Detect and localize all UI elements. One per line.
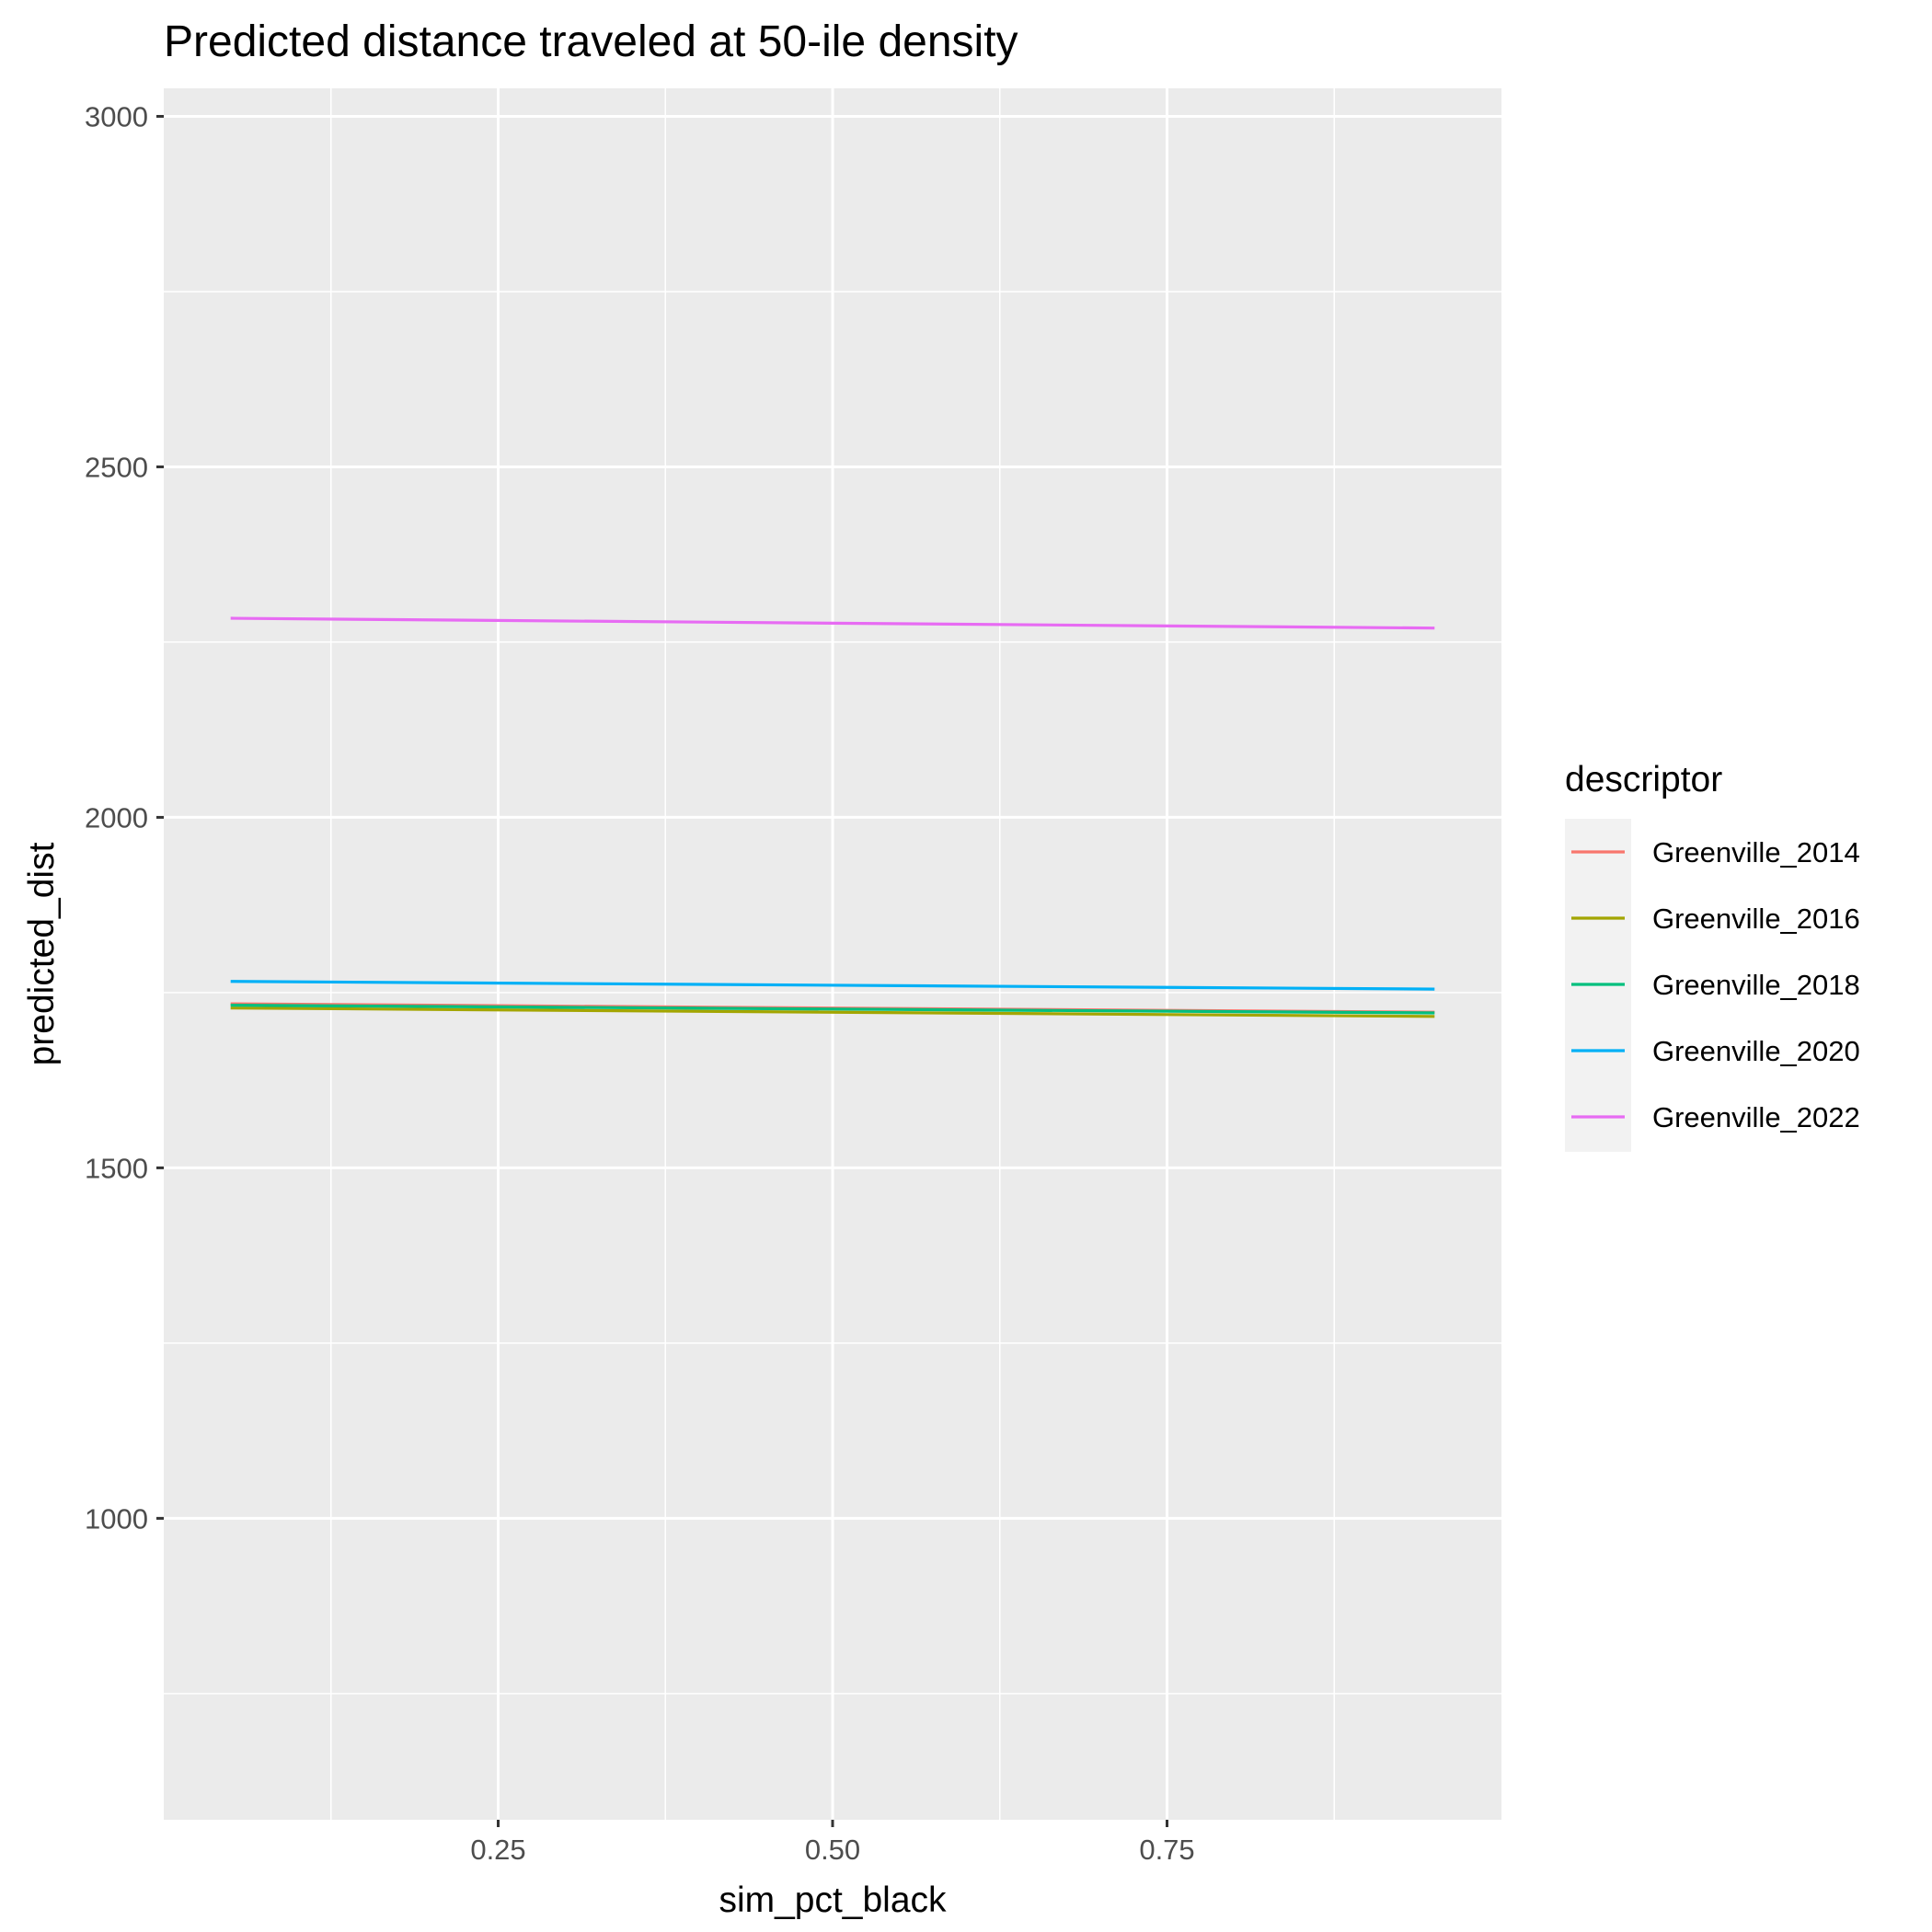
y-tick-label: 1500 <box>85 1152 148 1184</box>
x-axis: 0.25 0.50 0.75 <box>470 1820 1195 1866</box>
x-axis-title: sim_pct_black <box>719 1880 947 1920</box>
y-tick-label: 3000 <box>85 100 148 132</box>
series-lines <box>230 616 1435 1018</box>
legend-title: descriptor <box>1565 760 1722 799</box>
y-tick-label: 1000 <box>85 1502 148 1535</box>
x-tick-label: 0.25 <box>470 1834 525 1866</box>
series-line <box>230 616 1435 630</box>
legend-items: Greenville_2014 Greenville_2016 Greenville… <box>1571 836 1860 1133</box>
chart-title: Predicted distance traveled at 50-ile de… <box>164 17 1018 66</box>
legend-label: Greenville_2014 <box>1652 836 1860 868</box>
y-tick-label: 2500 <box>85 451 148 483</box>
major-gridlines <box>164 88 1501 1820</box>
y-tick-label: 2000 <box>85 801 148 834</box>
legend: descriptor Greenville_2014Greenville_201… <box>1565 760 1860 1152</box>
legend-label: Greenville_2020 <box>1652 1035 1860 1067</box>
y-axis-title: predicted_dist <box>22 842 62 1065</box>
series-line <box>230 1004 1435 1015</box>
y-axis: 1000 1500 2000 2500 3000 <box>85 100 164 1535</box>
series-line <box>230 1006 1435 1018</box>
legend-label: Greenville_2018 <box>1652 969 1860 1001</box>
series-line <box>230 980 1435 991</box>
x-tick-label: 0.75 <box>1139 1834 1194 1866</box>
legend-label: Greenville_2016 <box>1652 903 1860 935</box>
legend-label: Greenville_2022 <box>1652 1101 1860 1133</box>
x-tick-label: 0.50 <box>805 1834 860 1866</box>
